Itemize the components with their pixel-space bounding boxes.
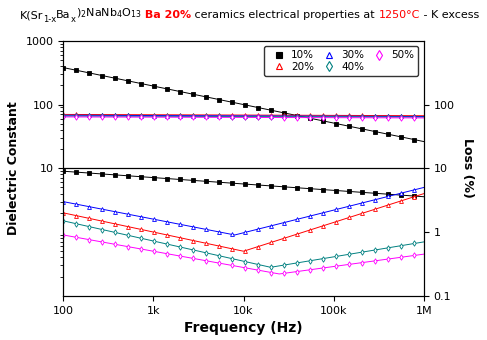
Y-axis label: Loss (%): Loss (%) <box>461 138 474 198</box>
Text: 1250°C: 1250°C <box>378 11 420 20</box>
Y-axis label: Dielectric Constant: Dielectric Constant <box>7 101 20 235</box>
Legend: 10%, 20%, 30%, 40%, 50%: 10%, 20%, 30%, 40%, 50% <box>264 46 418 76</box>
Text: Ba 20%: Ba 20% <box>141 11 191 20</box>
Text: 1-x: 1-x <box>43 15 56 24</box>
Text: - K excess: - K excess <box>420 11 479 20</box>
X-axis label: Frequency (Hz): Frequency (Hz) <box>184 321 303 335</box>
Text: )$_2$NaNb$_4$O$_{13}$: )$_2$NaNb$_4$O$_{13}$ <box>75 7 141 20</box>
Text: ceramics electrical properties at: ceramics electrical properties at <box>191 11 378 20</box>
Text: K(Sr: K(Sr <box>19 11 43 20</box>
Text: x: x <box>71 15 75 24</box>
Text: Ba: Ba <box>56 11 71 20</box>
